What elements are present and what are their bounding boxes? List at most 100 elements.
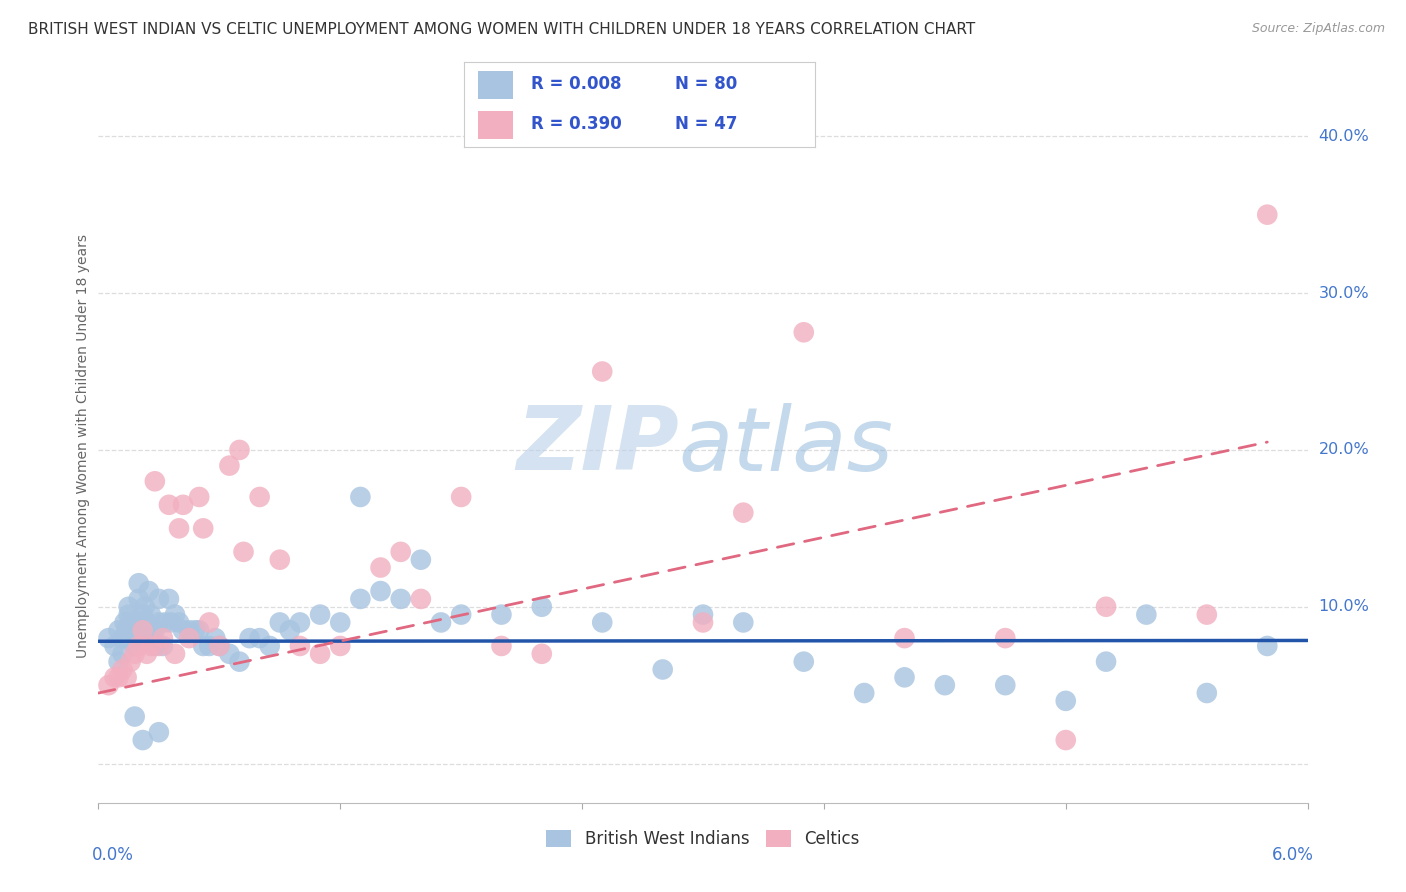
Point	[349, 591, 371, 606]
Point	[893, 631, 915, 645]
Point	[239, 631, 262, 645]
Point	[124, 615, 146, 630]
Point	[1195, 607, 1218, 622]
Point	[1054, 733, 1077, 747]
Text: R = 0.390: R = 0.390	[531, 115, 621, 133]
Point	[733, 615, 755, 630]
Point	[138, 584, 160, 599]
Point	[124, 647, 146, 661]
Point	[591, 364, 613, 378]
Point	[692, 615, 714, 630]
Point	[118, 599, 141, 614]
Point	[309, 647, 332, 661]
Point	[120, 655, 142, 669]
Point	[160, 615, 183, 630]
Legend: British West Indians, Celtics: British West Indians, Celtics	[540, 823, 866, 855]
Point	[530, 599, 553, 614]
Point	[157, 591, 180, 606]
Text: ZIP: ZIP	[516, 402, 679, 490]
Point	[107, 655, 129, 669]
Point	[370, 560, 392, 574]
Point	[269, 552, 291, 566]
Point	[450, 607, 472, 622]
Point	[139, 639, 162, 653]
Point	[278, 624, 301, 638]
Point	[218, 647, 240, 661]
Point	[139, 607, 162, 622]
Point	[329, 639, 352, 653]
Text: Source: ZipAtlas.com: Source: ZipAtlas.com	[1251, 22, 1385, 36]
Point	[134, 599, 156, 614]
Point	[228, 655, 250, 669]
Point	[167, 521, 190, 535]
Text: 6.0%: 6.0%	[1272, 846, 1313, 863]
Point	[218, 458, 240, 473]
Point	[893, 670, 915, 684]
Point	[153, 615, 176, 630]
Point	[793, 326, 815, 340]
Point	[994, 631, 1017, 645]
Point	[232, 545, 254, 559]
Point	[591, 615, 613, 630]
Point	[288, 615, 311, 630]
Point	[125, 631, 148, 645]
Text: 30.0%: 30.0%	[1319, 285, 1369, 301]
Point	[97, 631, 120, 645]
Text: N = 47: N = 47	[675, 115, 737, 133]
Point	[167, 615, 190, 630]
Point	[1256, 639, 1278, 653]
Point	[135, 615, 157, 630]
Point	[111, 631, 134, 645]
Point	[148, 591, 170, 606]
Text: 20.0%: 20.0%	[1319, 442, 1369, 458]
Point	[132, 624, 155, 638]
Point	[124, 709, 146, 723]
Point	[249, 490, 271, 504]
Point	[370, 584, 392, 599]
Point	[128, 576, 150, 591]
Point	[198, 615, 221, 630]
Point	[1095, 655, 1118, 669]
Point	[148, 639, 170, 653]
Point	[152, 639, 174, 653]
Text: N = 80: N = 80	[675, 76, 737, 94]
Point	[651, 663, 673, 677]
Point	[184, 624, 207, 638]
Point	[129, 615, 152, 630]
Point	[107, 670, 129, 684]
Text: 40.0%: 40.0%	[1319, 128, 1369, 144]
Point	[148, 725, 170, 739]
Point	[193, 521, 215, 535]
Point	[143, 624, 166, 638]
Point	[188, 490, 211, 504]
FancyBboxPatch shape	[478, 71, 513, 99]
Point	[208, 639, 231, 653]
Point	[111, 647, 134, 661]
Point	[115, 670, 138, 684]
Point	[1135, 607, 1157, 622]
Text: atlas: atlas	[679, 403, 894, 489]
Point	[103, 639, 125, 653]
Point	[115, 624, 138, 638]
Point	[138, 631, 160, 645]
Point	[128, 639, 150, 653]
Point	[172, 498, 194, 512]
Point	[389, 545, 412, 559]
Point	[450, 490, 472, 504]
Point	[179, 624, 201, 638]
Point	[107, 624, 129, 638]
Point	[389, 591, 412, 606]
Point	[430, 615, 453, 630]
Point	[179, 631, 201, 645]
Point	[692, 607, 714, 622]
Point	[111, 663, 134, 677]
Point	[934, 678, 956, 692]
Point	[1054, 694, 1077, 708]
Point	[491, 607, 513, 622]
Point	[132, 607, 155, 622]
Point	[157, 498, 180, 512]
FancyBboxPatch shape	[478, 111, 513, 139]
Text: 0.0%: 0.0%	[93, 846, 134, 863]
Point	[132, 624, 155, 638]
Point	[288, 639, 311, 653]
